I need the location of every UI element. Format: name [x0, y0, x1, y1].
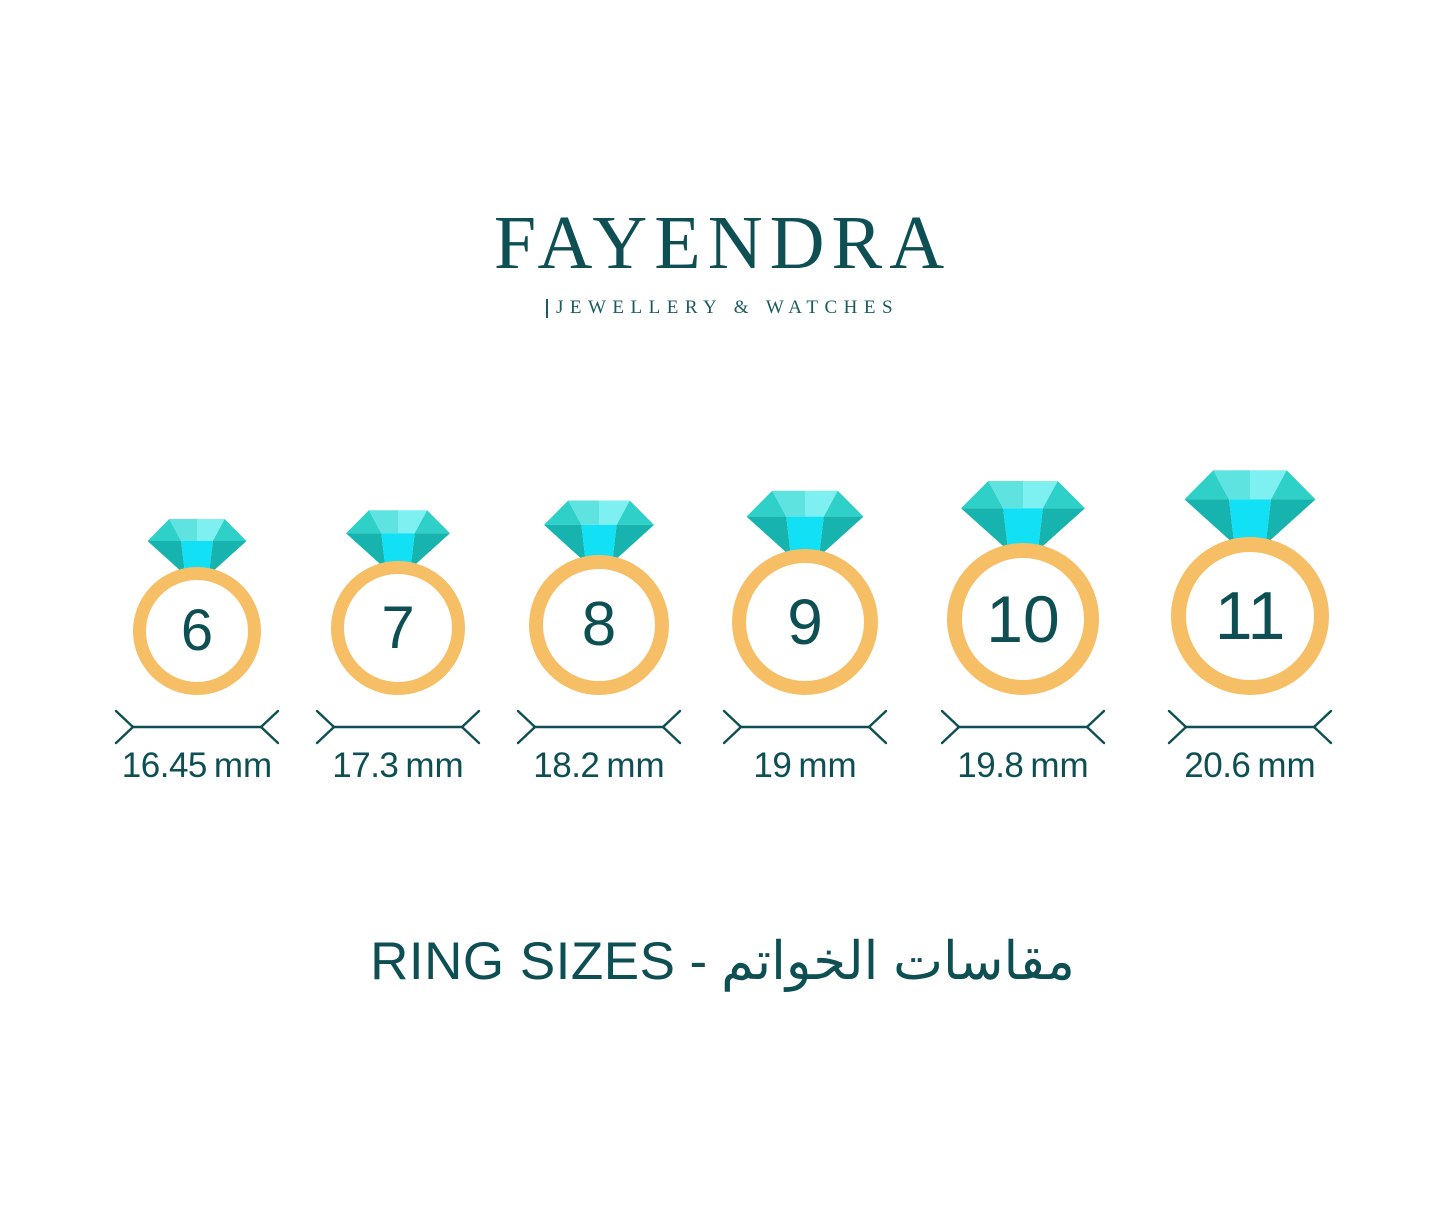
brand-logo: FAYENDRA JEWELLERY & WATCHES — [0, 205, 1445, 319]
ring-band: 9 — [732, 549, 878, 695]
ring-size-row: 6 16.45 mm 7 17.3 mm 8 18.2 mm 9 19 mm 10 19.8 mm 11 20.… — [0, 440, 1445, 830]
dimension-arrow-icon — [1167, 708, 1333, 746]
ring-band: 7 — [331, 561, 465, 695]
ring-diameter-unit: mm — [213, 746, 273, 785]
diamond-icon — [147, 515, 247, 577]
dimension-arrow-icon — [722, 708, 888, 746]
ring-diameter-value: 16.45 — [121, 746, 208, 785]
ring-diameter-unit: mm — [405, 746, 464, 785]
ring-diameter-value: 18.2 — [533, 746, 600, 785]
dimension-arrow-icon — [516, 708, 682, 746]
diamond-icon — [746, 486, 864, 559]
ring-size-item[interactable]: 8 18.2 mm — [459, 440, 739, 830]
ring-diameter-label: 20.6 mm — [1184, 748, 1315, 783]
dimension-arrow-icon — [315, 708, 481, 746]
dimension-arrow-icon — [114, 708, 280, 746]
diamond-icon — [961, 476, 1085, 553]
ring-size-number: 9 — [787, 586, 823, 658]
ring-size-item[interactable]: 6 16.45 mm — [57, 440, 337, 830]
ring-diameter-label: 16.45 mm — [122, 748, 272, 783]
ring-diameter-label: 19.8 mm — [957, 748, 1088, 783]
chart-title-english: RING SIZES — [370, 932, 676, 991]
ring-diameter-unit: mm — [798, 746, 857, 785]
ring-size-number: 7 — [381, 594, 415, 661]
dimension-arrow-icon — [940, 708, 1106, 746]
ring-band: 8 — [529, 555, 669, 695]
ring-band: 10 — [947, 543, 1099, 695]
ring-diameter-label: 18.2 mm — [533, 748, 664, 783]
ring-diameter-value: 17.3 — [332, 746, 399, 785]
ring-size-item[interactable]: 11 20.6 mm — [1110, 440, 1390, 830]
ring-band: 6 — [133, 567, 261, 695]
diamond-icon — [544, 496, 654, 565]
ring-diameter-value: 20.6 — [1184, 746, 1251, 785]
ring-size-number: 11 — [1214, 578, 1286, 654]
ring-size-item[interactable]: 9 19 mm — [665, 440, 945, 830]
tagline-bar-icon — [545, 298, 548, 318]
ring-size-item[interactable]: 10 19.8 mm — [883, 440, 1163, 830]
ring-diameter-label: 19 mm — [753, 748, 856, 783]
ring-diameter-value: 19 — [753, 746, 792, 785]
ring-size-item[interactable]: 7 17.3 mm — [258, 440, 538, 830]
diamond-icon — [1184, 465, 1316, 547]
ring-band: 11 — [1171, 537, 1329, 695]
ring-diameter-unit: mm — [1030, 746, 1089, 785]
brand-tagline: JEWELLERY & WATCHES — [555, 297, 900, 318]
brand-wordmark: FAYENDRA — [493, 201, 952, 285]
brand-tagline-row: JEWELLERY & WATCHES — [0, 297, 1445, 319]
ring-diameter-value: 19.8 — [957, 746, 1024, 785]
ring-diameter-label: 17.3 mm — [332, 748, 463, 783]
ring-size-number: 10 — [986, 582, 1060, 656]
diamond-icon — [346, 506, 450, 571]
ring-size-number: 8 — [581, 590, 617, 659]
chart-title: RING SIZES - مقاسات الخواتم — [0, 932, 1445, 993]
ring-diameter-unit: mm — [606, 746, 665, 785]
ring-size-number: 6 — [180, 598, 214, 663]
chart-title-arabic: مقاسات الخواتم — [721, 932, 1075, 991]
chart-title-separator: - — [689, 932, 708, 991]
ring-diameter-unit: mm — [1257, 746, 1316, 785]
